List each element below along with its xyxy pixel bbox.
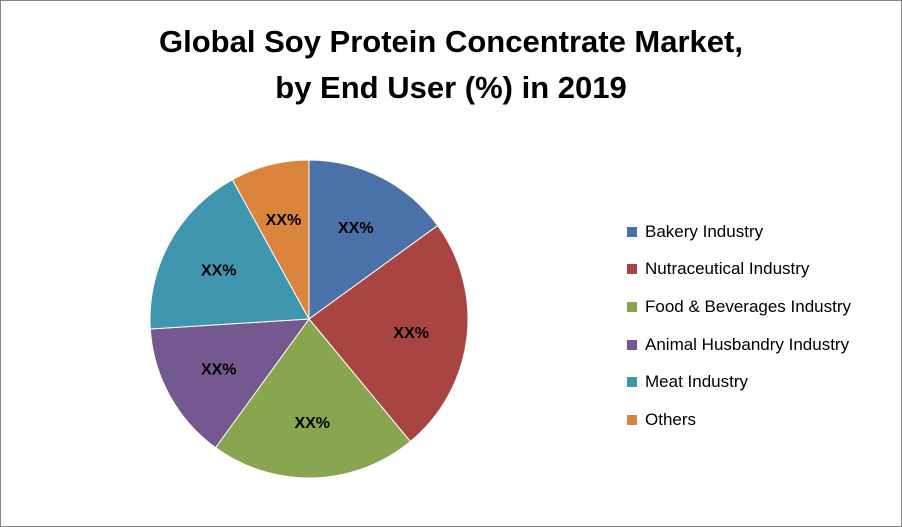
data-label-bakery-industry: XX%	[338, 220, 374, 237]
data-label-food-beverages-industry: XX%	[294, 415, 330, 432]
legend-item-meat-industry: Meat Industry	[627, 363, 851, 401]
chart-title: Global Soy Protein Concentrate Market, b…	[1, 19, 901, 111]
legend-swatch-food-beverages-industry	[627, 301, 637, 312]
data-label-meat-industry: XX%	[201, 262, 237, 279]
legend-item-food-beverages-industry: Food & Beverages Industry	[627, 288, 851, 326]
pie-slice-food-beverages-industry	[214, 318, 412, 479]
pie-slice-others	[231, 159, 310, 320]
data-label-nutraceutical-industry: XX%	[393, 325, 429, 342]
legend-item-animal-husbandry-industry: Animal Husbandry Industry	[627, 326, 851, 364]
legend-label-food-beverages-industry: Food & Beverages Industry	[645, 296, 852, 316]
legend-label-nutraceutical-industry: Nutraceutical Industry	[645, 259, 810, 279]
legend-item-bakery-industry: Bakery Industry	[627, 213, 851, 251]
legend-label-others: Others	[645, 409, 697, 429]
legend-swatch-animal-husbandry-industry	[627, 339, 637, 350]
pie-slice-bakery-industry	[308, 159, 439, 320]
data-label-animal-husbandry-industry: XX%	[201, 362, 237, 379]
legend-label-animal-husbandry-industry: Animal Husbandry Industry	[645, 334, 850, 354]
legend-swatch-bakery-industry	[627, 226, 637, 237]
pie-slice-nutraceutical-industry	[308, 224, 469, 443]
chart-legend: Bakery Industry Nutraceutical Industry Foo…	[627, 213, 851, 439]
legend-item-nutraceutical-industry: Nutraceutical Industry	[627, 251, 851, 289]
legend-swatch-meat-industry	[627, 377, 637, 388]
pie-slice-meat-industry	[149, 178, 310, 330]
legend-swatch-nutraceutical-industry	[627, 264, 637, 275]
chart-title-line-2: by End User (%) in 2019	[275, 70, 627, 105]
pie-slice-animal-husbandry-industry	[149, 318, 311, 449]
legend-label-bakery-industry: Bakery Industry	[645, 221, 764, 241]
legend-swatch-others	[627, 414, 637, 425]
data-label-others: XX%	[266, 212, 302, 229]
legend-item-others: Others	[627, 401, 851, 439]
chart-title-line-1: Global Soy Protein Concentrate Market,	[159, 24, 743, 59]
legend-label-meat-industry: Meat Industry	[645, 372, 748, 392]
